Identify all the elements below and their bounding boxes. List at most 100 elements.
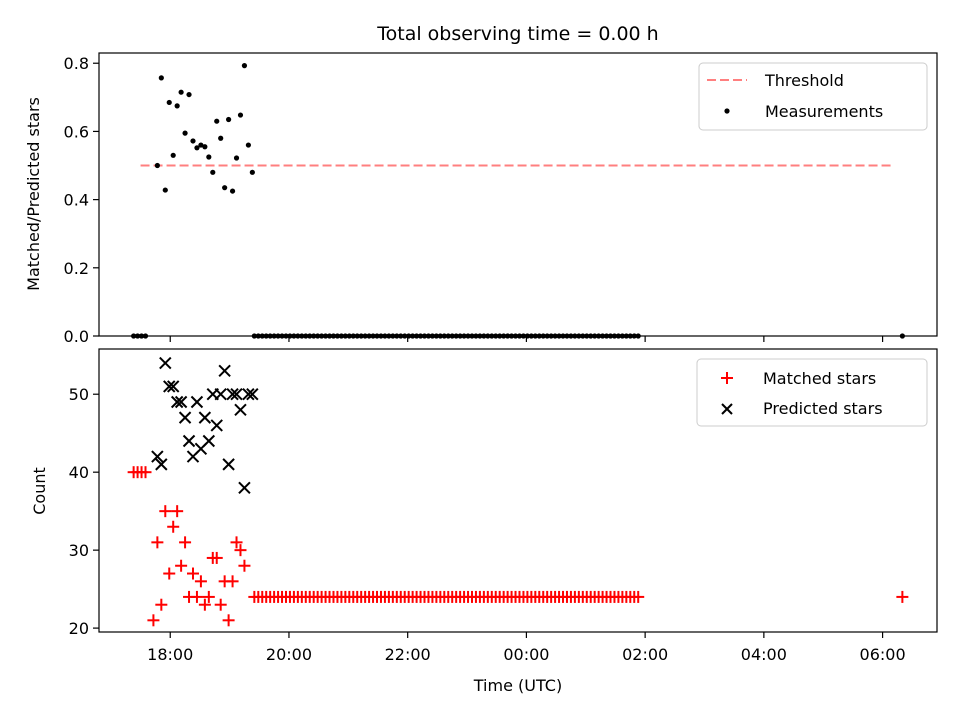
measurement-point [229, 188, 236, 194]
predicted-star-point [218, 364, 231, 378]
top-y-tick-label: 0.0 [64, 327, 89, 346]
predicted-star-point [174, 395, 188, 409]
matched-star-point [147, 614, 160, 627]
x-tick-label: 18:00 [147, 645, 193, 664]
measurement-point [210, 169, 216, 175]
matched-star-point [238, 559, 251, 572]
predicted-star-point [202, 434, 216, 448]
measurement-point [206, 154, 212, 160]
matched-star-point [155, 598, 168, 611]
predicted-star-point [182, 434, 196, 448]
measurement-point [226, 116, 232, 123]
matched-star-point [175, 559, 188, 572]
matched-star-point [139, 466, 152, 479]
top-panel: 0.00.20.40.60.8 Matched/Predicted stars … [24, 52, 938, 346]
x-tick-label: 22:00 [385, 645, 431, 664]
measurement-point [190, 138, 196, 144]
x-tick-label: 04:00 [741, 645, 787, 664]
predicted-star-point [170, 395, 184, 409]
predicted-stars-series [151, 356, 259, 494]
bottom-axes-frame [98, 348, 938, 633]
top-legend-box [698, 62, 928, 131]
predicted-star-point [198, 411, 212, 424]
bottom-legend: Matched stars Predicted stars [696, 358, 928, 427]
bottom-y-axis-label: Count [30, 467, 49, 515]
legend-predicted-swatch [721, 403, 733, 415]
measurement-point [166, 99, 172, 106]
matched-star-point [202, 590, 215, 603]
measurement-point [162, 187, 168, 193]
matched-star-point [167, 520, 180, 533]
legend-measurements-label: Measurements [765, 102, 883, 121]
predicted-star-point [163, 380, 176, 393]
x-tick-label: 00:00 [503, 645, 549, 664]
predicted-star-point [210, 419, 223, 432]
top-y-ticks: 0.0 0.2 0.4 0.6 0.8 [64, 54, 99, 346]
x-tick-label: 02:00 [622, 645, 668, 664]
measurement-point [186, 91, 192, 98]
bottom-y-tick-label: 30 [69, 541, 89, 560]
matched-star-point [194, 575, 207, 588]
bottom-y-ticks: 20 30 40 50 [69, 385, 99, 638]
matched-star-point [234, 544, 247, 557]
matched-star-point [186, 567, 199, 580]
matched-star-point [896, 590, 909, 603]
measurement-point [202, 144, 208, 150]
legend-matched-label: Matched stars [763, 369, 876, 388]
x-tick-label: 06:00 [860, 645, 906, 664]
predicted-star-point [230, 388, 243, 401]
matched-star-point [632, 590, 645, 603]
measurement-point [158, 75, 164, 81]
top-y-tick-label: 0.2 [64, 259, 89, 278]
measurement-point [245, 142, 251, 148]
legend-predicted-label: Predicted stars [763, 399, 883, 418]
predicted-star-point [238, 481, 251, 494]
x-axis-label: Time (UTC) [473, 676, 562, 695]
predicted-star-point [190, 395, 204, 409]
predicted-star-point [155, 458, 168, 471]
matched-star-point [190, 590, 203, 603]
chart-title: Total observing time = 0.00 h [376, 23, 658, 45]
legend-threshold-label: Threshold [764, 71, 844, 90]
measurement-point [241, 63, 248, 69]
bottom-y-tick-label: 40 [69, 463, 89, 482]
measurement-point [182, 130, 188, 136]
top-y-tick-label: 0.4 [64, 191, 89, 210]
matched-star-point [230, 536, 243, 549]
measurement-point [237, 112, 244, 118]
matched-star-point [226, 575, 239, 588]
matched-star-point [159, 505, 172, 518]
measurement-point [178, 89, 184, 95]
matched-star-point [179, 536, 192, 549]
predicted-star-point [226, 388, 239, 401]
matched-stars-series [127, 466, 909, 627]
matched-star-point [214, 598, 227, 611]
predicted-star-point [222, 458, 235, 471]
legend-matched-swatch [721, 372, 733, 384]
predicted-star-point [166, 380, 180, 393]
bottom-panel: 20 30 40 50 18:00 20:00 22:00 00:00 02:00 04:00 0… [30, 348, 938, 695]
top-y-tick-label: 0.6 [64, 122, 89, 141]
top-y-axis-label: Matched/Predicted stars [24, 97, 43, 291]
predicted-star-point [242, 388, 255, 401]
measurement-point [249, 169, 255, 175]
bottom-legend-box [696, 358, 928, 427]
predicted-star-point [151, 450, 164, 463]
measurement-point [233, 155, 240, 161]
measurement-point [170, 152, 176, 158]
measurement-point [174, 103, 180, 109]
bottom-y-tick-label: 50 [69, 385, 89, 404]
measurement-point [198, 142, 204, 148]
matched-star-point [171, 505, 184, 518]
matched-star-point [210, 551, 223, 564]
matched-star-point [222, 614, 235, 627]
predicted-star-point [234, 403, 247, 417]
measurement-point [194, 145, 200, 151]
predicted-star-point [178, 411, 192, 424]
measurement-point [214, 118, 220, 124]
predicted-star-point [159, 356, 172, 370]
matched-star-point [198, 598, 211, 611]
matched-star-point [163, 567, 176, 580]
top-axes-frame [98, 52, 938, 337]
